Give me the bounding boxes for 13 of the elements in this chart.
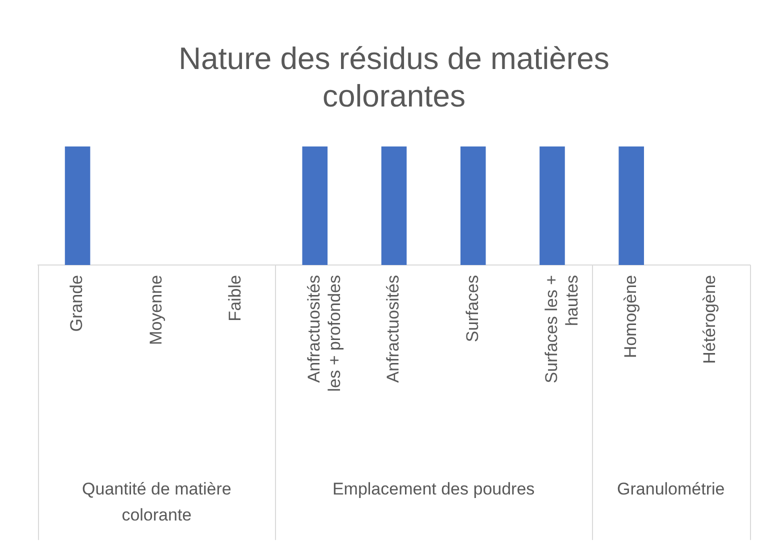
x-tick-label: Grande [67, 275, 86, 332]
x-tick-label: Surfaces les + hautes [542, 274, 582, 384]
x-tick-label: Anfractuosités [384, 275, 403, 383]
text: Quantité de matière colorante [82, 480, 232, 525]
x-tick-label: Surfaces [462, 275, 482, 342]
chart-title: Nature des résidus de matières colorantes [178, 41, 610, 114]
text: Emplacement des poudres [332, 480, 535, 499]
x-tick-label: Faible [225, 275, 244, 322]
text: Granulométrie [617, 480, 725, 499]
x-tick-label: Moyenne [146, 275, 166, 345]
x-tick-label: Anfractuosités les + profondes [304, 275, 344, 392]
x-tick-label: Hétérogène [700, 275, 720, 364]
x-tick-label: Homogène [621, 275, 640, 358]
